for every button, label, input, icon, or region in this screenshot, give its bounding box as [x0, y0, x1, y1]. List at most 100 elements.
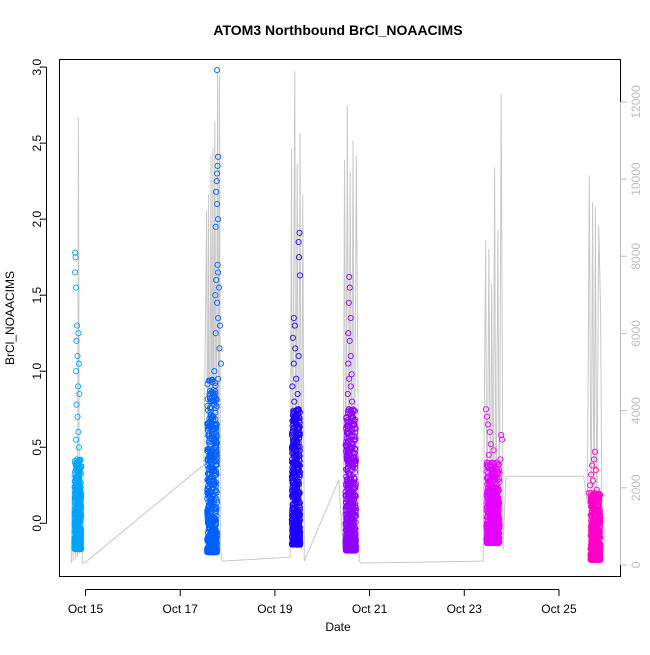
data-point — [342, 505, 349, 512]
data-point — [212, 479, 219, 486]
secondary-series-layer — [70, 71, 606, 564]
data-point — [499, 436, 506, 443]
data-point — [215, 314, 222, 322]
data-point — [344, 468, 351, 475]
data-point — [483, 413, 491, 420]
data-point — [76, 533, 83, 540]
data-point — [207, 455, 214, 462]
flight-series-5 — [482, 406, 506, 547]
data-point — [595, 541, 602, 548]
data-point — [211, 426, 218, 433]
data-point — [348, 480, 355, 487]
data-point — [292, 494, 299, 501]
data-point — [349, 534, 356, 541]
data-point — [212, 390, 219, 397]
data-point — [347, 352, 354, 360]
data-point — [347, 516, 354, 523]
data-point — [296, 471, 303, 478]
data-point — [72, 254, 79, 261]
x-tick-label: Oct 25 — [541, 602, 577, 616]
data-point — [590, 456, 598, 463]
secondary-series-line — [70, 71, 606, 564]
data-point — [351, 421, 358, 428]
data-point — [289, 334, 296, 341]
data-point — [347, 477, 354, 484]
data-point — [485, 525, 492, 532]
data-point — [345, 511, 352, 518]
flight-series-6 — [585, 448, 604, 563]
data-point — [493, 459, 500, 466]
data-point — [292, 486, 299, 493]
data-point — [484, 464, 491, 471]
data-point — [209, 379, 216, 386]
y-axis-right: 0 2000 4000 6000 8000 10000 12000 — [620, 85, 643, 568]
data-point — [345, 406, 352, 413]
data-point — [345, 330, 352, 337]
y-axis-left: 0.0 0.5 1.0 1.5 2.0 2.5 3.0 — [30, 58, 47, 532]
data-point — [295, 238, 302, 246]
data-point — [483, 492, 490, 499]
data-point — [294, 461, 301, 468]
data-point — [206, 492, 213, 499]
data-point — [75, 444, 82, 451]
data-point — [204, 427, 212, 434]
data-point — [588, 471, 595, 478]
data-point — [295, 488, 302, 495]
x-tick-label: Oct 17 — [163, 602, 199, 616]
data-point — [208, 389, 215, 396]
data-point — [489, 504, 496, 511]
data-point — [214, 261, 221, 268]
data-point — [209, 376, 216, 383]
data-point — [295, 526, 302, 533]
data-point — [496, 478, 503, 485]
data-point — [72, 269, 79, 276]
data-point — [482, 406, 490, 413]
data-point — [343, 442, 350, 449]
y-tick-label: 3.0 — [30, 58, 44, 75]
data-point — [295, 510, 302, 517]
data-point — [208, 516, 215, 523]
data-point — [346, 419, 353, 426]
data-point — [205, 547, 212, 554]
data-point — [215, 153, 222, 160]
data-point — [213, 178, 220, 185]
data-point — [344, 425, 351, 432]
data-point — [205, 493, 212, 500]
data-point — [351, 429, 359, 436]
data-point — [204, 424, 211, 431]
data-point — [295, 406, 302, 413]
data-point — [75, 473, 82, 480]
data-point — [205, 421, 212, 428]
data-point — [204, 487, 211, 494]
data-point — [494, 532, 501, 539]
data-point — [589, 462, 596, 469]
data-point — [348, 371, 355, 378]
data-point — [212, 292, 219, 299]
data-point — [73, 401, 80, 408]
data-point — [588, 496, 595, 503]
data-point — [212, 461, 219, 468]
data-point — [74, 472, 81, 479]
y2-tick-label: 2000 — [629, 474, 643, 501]
data-point — [204, 381, 211, 388]
data-point — [485, 451, 492, 458]
x-tick-label: Oct 23 — [447, 602, 483, 616]
data-point — [206, 526, 213, 533]
data-point — [346, 375, 353, 382]
data-point — [349, 420, 356, 427]
data-point — [351, 407, 359, 415]
data-point — [344, 456, 351, 463]
y-tick-label: 1.0 — [30, 363, 44, 380]
data-point — [75, 360, 82, 367]
flight-series-1 — [71, 249, 85, 553]
data-point — [293, 414, 300, 421]
data-point — [77, 484, 84, 491]
data-point — [72, 522, 79, 529]
data-point — [214, 200, 221, 208]
data-point — [487, 477, 494, 484]
data-point — [346, 284, 353, 291]
data-point — [595, 533, 603, 540]
data-point — [75, 541, 83, 549]
data-point — [289, 501, 296, 508]
data-point — [591, 513, 598, 520]
